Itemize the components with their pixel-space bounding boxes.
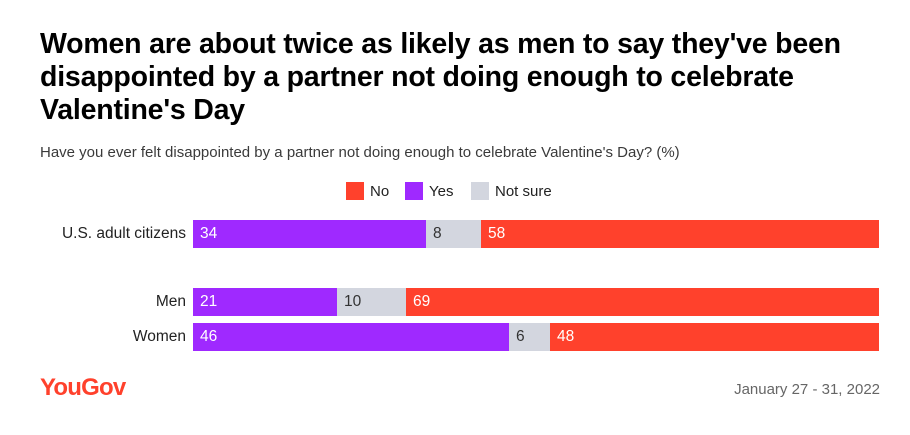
legend: No Yes Not sure (0, 182, 910, 202)
legend-label-not-sure: Not sure (495, 182, 552, 200)
bar-men-no: 69 (406, 288, 879, 316)
category-label-u-s-adult-citizens: U.S. adult citizens (61, 225, 186, 242)
category-label-men: Men (155, 293, 186, 310)
legend-item-not-sure: Not sure (471, 182, 552, 200)
legend-label-no: No (370, 182, 390, 200)
data-label-men-yes: 21 (200, 293, 218, 310)
legend-swatch-no (346, 182, 364, 200)
survey-date: January 27 - 31, 2022 (734, 381, 880, 398)
chart-subtitle: Have you ever felt disappointed by a par… (40, 144, 680, 161)
legend-label-yes: Yes (429, 182, 454, 200)
legend-item-yes: Yes (405, 182, 453, 200)
bar-u-s-adult-citizens-no: 58 (481, 220, 879, 248)
data-label-u-s-adult-citizens-not-sure: 8 (433, 225, 442, 242)
bar-women-yes: 46 (193, 323, 509, 351)
data-label-women-yes: 46 (200, 328, 218, 345)
category-label-women: Women (132, 328, 186, 345)
legend-item-no: No (346, 182, 389, 200)
legend-swatch-yes (405, 182, 423, 200)
chart-title: Women are about twice as likely as men t… (40, 28, 841, 126)
bar-women-not-sure: 6 (509, 323, 550, 351)
bar-u-s-adult-citizens-yes: 34 (193, 220, 426, 248)
yougov-logo: YouGov (40, 374, 126, 401)
data-label-u-s-adult-citizens-yes: 34 (200, 225, 218, 242)
legend-swatch-not-sure (471, 182, 489, 200)
data-label-women-not-sure: 6 (516, 328, 525, 345)
bar-men-not-sure: 10 (337, 288, 406, 316)
data-label-women-no: 48 (557, 328, 575, 345)
data-label-men-not-sure: 10 (344, 293, 362, 310)
bar-women-no: 48 (550, 323, 879, 351)
data-label-men-no: 69 (413, 293, 431, 310)
bar-men-yes: 21 (193, 288, 337, 316)
bar-u-s-adult-citizens-not-sure: 8 (426, 220, 481, 248)
data-label-u-s-adult-citizens-no: 58 (488, 225, 506, 242)
